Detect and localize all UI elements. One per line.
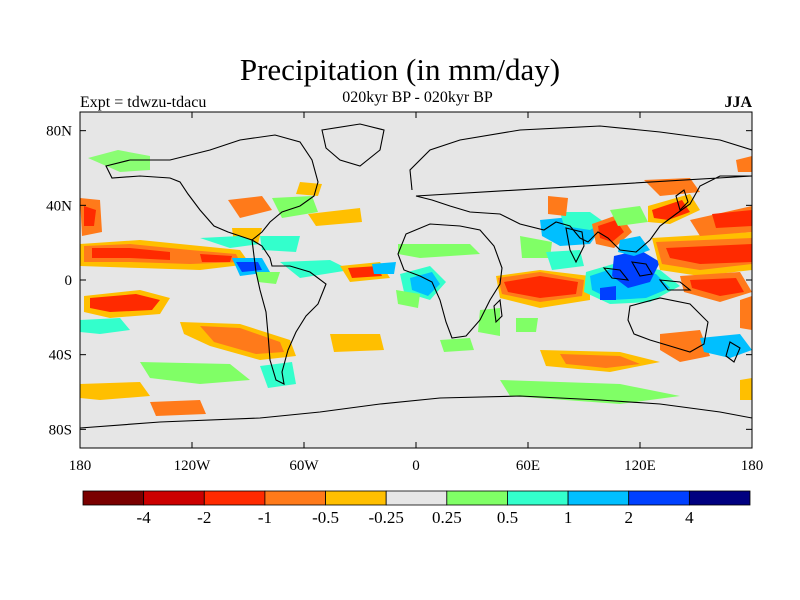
lat-tick-label: 40S (49, 348, 72, 364)
colorbar-swatch (446, 490, 508, 506)
lat-tick-label: 80N (46, 124, 72, 140)
coastlines (80, 123, 752, 429)
anomaly-field (80, 150, 752, 416)
colorbar-label: -2 (197, 508, 211, 527)
colorbar-swatch (325, 490, 387, 506)
colorbar-label: -4 (137, 508, 152, 527)
map-ticks: 180 120W 60W 0 60E 120E 180 80N 40N 0 40S 80S (46, 112, 763, 474)
lon-tick-label: 120E (624, 458, 656, 474)
colorbar-swatch (385, 490, 448, 506)
lat-tick-label: 0 (65, 273, 73, 289)
colorbar-swatch (143, 490, 205, 506)
lon-tick-label: 60W (289, 458, 319, 474)
colorbar-label: 0.25 (432, 508, 462, 527)
colorbar-swatch (82, 490, 145, 506)
lat-tick-label: 80S (49, 422, 72, 438)
lat-tick-label: 40N (46, 198, 72, 214)
colorbar-label: 2 (624, 508, 633, 527)
colorbar-label: 1 (564, 508, 573, 527)
lon-tick-label: 120W (174, 458, 212, 474)
season-label: JJA (724, 94, 752, 111)
chart-title: Precipitation (in mm/day) (239, 52, 561, 87)
colorbar-swatch (507, 490, 569, 506)
colorbar: -4 -2 -1 -0.5 -0.25 0.25 0.5 1 2 4 (82, 490, 751, 527)
experiment-label: Expt = tdwzu-tdacu (80, 94, 207, 111)
colorbar-label: 0.5 (497, 508, 518, 527)
lon-tick-label: 180 (741, 458, 764, 474)
colorbar-swatch (688, 490, 751, 506)
colorbar-swatch (628, 490, 690, 506)
colorbar-swatch (567, 490, 630, 506)
chart-subtitle: 020kyr BP - 020kyr BP (342, 89, 493, 106)
colorbar-label: -1 (258, 508, 272, 527)
colorbar-label: -0.5 (312, 508, 339, 527)
lon-tick-label: 180 (69, 458, 92, 474)
colorbar-swatch (203, 490, 266, 506)
colorbar-label: -0.25 (368, 508, 403, 527)
colorbar-label: 4 (685, 508, 694, 527)
lon-tick-label: 0 (412, 458, 420, 474)
colorbar-swatch (264, 490, 326, 506)
lon-tick-label: 60E (516, 458, 540, 474)
